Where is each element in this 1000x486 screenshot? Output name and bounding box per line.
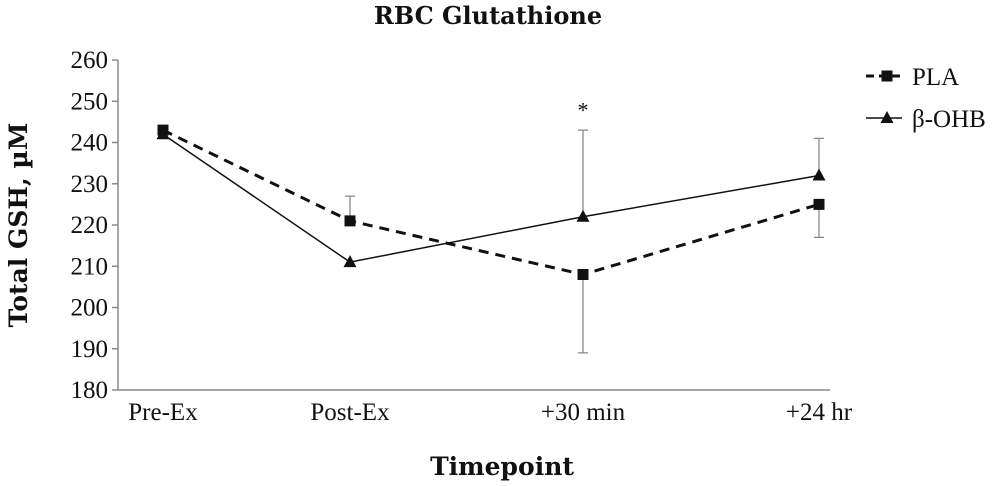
data-point xyxy=(344,215,356,227)
y-tick-label: 200 xyxy=(71,295,109,322)
error-bars xyxy=(345,129,824,354)
series-line-pla xyxy=(162,128,820,277)
series-lines xyxy=(162,128,820,277)
y-tick-label: 250 xyxy=(71,88,109,115)
data-point xyxy=(812,168,826,181)
y-tick-label: 240 xyxy=(71,130,109,157)
y-tick-label: 260 xyxy=(71,47,109,74)
x-tick-label: +30 min xyxy=(541,399,626,426)
data-markers xyxy=(156,124,826,280)
y-tick-labels: 180 190 200 210 220 230 240 250 260 xyxy=(71,47,109,404)
y-tick-label: 180 xyxy=(71,377,109,404)
axes xyxy=(112,59,830,391)
annotations: * xyxy=(578,98,589,123)
legend-marker xyxy=(880,111,894,123)
data-point xyxy=(156,127,170,140)
y-axis-title: Total GSH, µM xyxy=(4,123,33,328)
data-point xyxy=(813,198,825,210)
x-tick-label: +24 hr xyxy=(786,399,853,426)
y-tick-label: 210 xyxy=(71,253,109,280)
y-tick-label: 190 xyxy=(71,336,109,363)
x-tick-labels: Pre-Ex Post-Ex +30 min +24 hr xyxy=(128,399,852,426)
x-axis-title: Timepoint xyxy=(430,452,574,481)
data-point xyxy=(576,209,590,222)
y-tick-label: 230 xyxy=(71,171,109,198)
series-line-ohb xyxy=(162,133,820,263)
data-point xyxy=(577,269,589,280)
x-tick-label: Pre-Ex xyxy=(128,399,198,426)
legend-marker xyxy=(881,70,893,82)
legend: PLA β-OHB xyxy=(866,64,986,133)
significance-marker: * xyxy=(578,98,589,123)
legend-label: β-OHB xyxy=(912,106,986,133)
legend-label: PLA xyxy=(912,64,959,91)
y-tick-label: 220 xyxy=(71,212,109,239)
data-point xyxy=(343,255,357,268)
x-tick-label: Post-Ex xyxy=(310,399,390,426)
chart-title: RBC Glutathione xyxy=(374,1,602,30)
